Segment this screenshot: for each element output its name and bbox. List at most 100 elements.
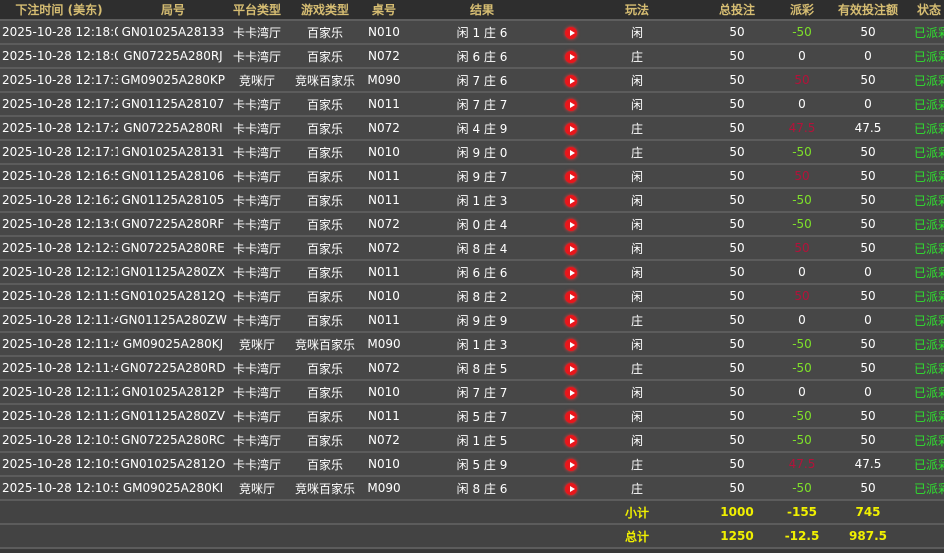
replay-button[interactable] bbox=[560, 428, 582, 453]
game-type-cell: 百家乐 bbox=[286, 188, 364, 213]
round-id-cell: GN01125A280ZX bbox=[118, 260, 228, 285]
game-type-cell: 百家乐 bbox=[286, 236, 364, 261]
result-cell: 闲 5 庄 7 bbox=[404, 404, 560, 429]
bet-time-cell: 2025-10-28 12:10:54 bbox=[0, 452, 118, 477]
valid-bet-cell: 50 bbox=[822, 428, 914, 453]
play-icon[interactable] bbox=[565, 170, 577, 183]
game-type-cell: 百家乐 bbox=[286, 356, 364, 381]
play-icon[interactable] bbox=[565, 410, 577, 423]
empty-cell bbox=[118, 524, 228, 549]
play-icon[interactable] bbox=[565, 242, 577, 255]
bet-time-cell: 2025-10-28 12:13:09 bbox=[0, 212, 118, 237]
table-no-cell: N011 bbox=[364, 188, 404, 213]
bet-time-cell: 2025-10-28 12:16:59 bbox=[0, 164, 118, 189]
replay-button[interactable] bbox=[560, 92, 582, 117]
play-icon[interactable] bbox=[565, 386, 577, 399]
valid-bet-cell: 47.5 bbox=[822, 452, 914, 477]
round-id-cell: GM09025A280KI bbox=[118, 476, 228, 501]
play-icon[interactable] bbox=[565, 218, 577, 231]
table-row: 2025-10-28 12:12:30 GN07225A280RE 卡卡湾厅 百家乐 N… bbox=[0, 236, 944, 261]
replay-button[interactable] bbox=[560, 116, 582, 141]
payout-cell: -50 bbox=[782, 476, 822, 501]
round-id-cell: GN01025A2812P bbox=[118, 380, 228, 405]
payout-cell: -50 bbox=[782, 332, 822, 357]
table-no-cell: N010 bbox=[364, 452, 404, 477]
bet-time-cell: 2025-10-28 12:12:18 bbox=[0, 260, 118, 285]
table-no-cell: N010 bbox=[364, 20, 404, 45]
bet-time-cell: 2025-10-28 12:10:56 bbox=[0, 428, 118, 453]
play-icon[interactable] bbox=[565, 338, 577, 351]
total-bet-cell: 50 bbox=[692, 140, 782, 165]
replay-button[interactable] bbox=[560, 404, 582, 429]
empty-cell bbox=[914, 500, 944, 525]
replay-button[interactable] bbox=[560, 20, 582, 45]
replay-button[interactable] bbox=[560, 260, 582, 285]
payout-cell: -50 bbox=[782, 188, 822, 213]
replay-button[interactable] bbox=[560, 44, 582, 69]
subtotal-valid: 745 bbox=[822, 500, 914, 525]
play-icon[interactable] bbox=[565, 194, 577, 207]
table-row: 2025-10-28 12:11:22 GN01125A280ZV 卡卡湾厅 百家乐 N… bbox=[0, 404, 944, 429]
play-icon[interactable] bbox=[565, 26, 577, 39]
game-type-cell: 竞咪百家乐 bbox=[286, 68, 364, 93]
table-row: 2025-10-28 12:12:18 GN01125A280ZX 卡卡湾厅 百家乐 N… bbox=[0, 260, 944, 285]
replay-button[interactable] bbox=[560, 476, 582, 501]
play-icon[interactable] bbox=[565, 266, 577, 279]
empty-cell bbox=[228, 524, 286, 549]
replay-button[interactable] bbox=[560, 188, 582, 213]
status-cell: 已派彩 bbox=[914, 404, 944, 429]
replay-button[interactable] bbox=[560, 140, 582, 165]
replay-button[interactable] bbox=[560, 356, 582, 381]
total-bet-cell: 50 bbox=[692, 236, 782, 261]
replay-button[interactable] bbox=[560, 212, 582, 237]
play-icon[interactable] bbox=[565, 50, 577, 63]
result-cell: 闲 9 庄 9 bbox=[404, 308, 560, 333]
play-icon[interactable] bbox=[565, 98, 577, 111]
replay-button[interactable] bbox=[560, 332, 582, 357]
platform-cell: 卡卡湾厅 bbox=[228, 356, 286, 381]
play-icon[interactable] bbox=[565, 434, 577, 447]
platform-cell: 卡卡湾厅 bbox=[228, 308, 286, 333]
bet-time-cell: 2025-10-28 12:17:29 bbox=[0, 92, 118, 117]
play-icon[interactable] bbox=[565, 74, 577, 87]
play-icon[interactable] bbox=[565, 290, 577, 303]
round-id-cell: GN01125A28107 bbox=[118, 92, 228, 117]
result-cell: 闲 9 庄 7 bbox=[404, 164, 560, 189]
replay-button[interactable] bbox=[560, 68, 582, 93]
table-row: 2025-10-28 12:11:49 GN01125A280ZW 卡卡湾厅 百家乐 N… bbox=[0, 308, 944, 333]
play-icon[interactable] bbox=[565, 122, 577, 135]
bet-time-cell: 2025-10-28 12:11:22 bbox=[0, 404, 118, 429]
table-row: 2025-10-28 12:13:09 GN07225A280RF 卡卡湾厅 百家乐 N… bbox=[0, 212, 944, 237]
bet-time-cell: 2025-10-28 12:17:28 bbox=[0, 116, 118, 141]
valid-bet-cell: 50 bbox=[822, 212, 914, 237]
status-cell: 已派彩 bbox=[914, 68, 944, 93]
round-id-cell: GN01125A280ZW bbox=[118, 308, 228, 333]
play-icon[interactable] bbox=[565, 314, 577, 327]
status-cell: 已派彩 bbox=[914, 260, 944, 285]
game-type-cell: 百家乐 bbox=[286, 260, 364, 285]
play-icon[interactable] bbox=[565, 482, 577, 495]
replay-button[interactable] bbox=[560, 308, 582, 333]
valid-bet-cell: 50 bbox=[822, 164, 914, 189]
replay-button[interactable] bbox=[560, 284, 582, 309]
game-type-cell: 百家乐 bbox=[286, 452, 364, 477]
replay-button[interactable] bbox=[560, 164, 582, 189]
result-cell: 闲 4 庄 9 bbox=[404, 116, 560, 141]
play-icon[interactable] bbox=[565, 362, 577, 375]
empty-cell bbox=[914, 524, 944, 549]
bet-on-cell: 庄 bbox=[582, 452, 692, 477]
platform-cell: 卡卡湾厅 bbox=[228, 212, 286, 237]
play-icon[interactable] bbox=[565, 146, 577, 159]
play-icon[interactable] bbox=[565, 458, 577, 471]
round-id-cell: GN01025A2812O bbox=[118, 452, 228, 477]
total-bet-cell: 50 bbox=[692, 20, 782, 45]
replay-button[interactable] bbox=[560, 452, 582, 477]
bet-on-cell: 闲 bbox=[582, 164, 692, 189]
platform-cell: 竞咪厅 bbox=[228, 332, 286, 357]
platform-cell: 卡卡湾厅 bbox=[228, 20, 286, 45]
platform-cell: 卡卡湾厅 bbox=[228, 428, 286, 453]
replay-button[interactable] bbox=[560, 236, 582, 261]
header-video bbox=[560, 0, 582, 21]
replay-button[interactable] bbox=[560, 380, 582, 405]
table-no-cell: N010 bbox=[364, 140, 404, 165]
